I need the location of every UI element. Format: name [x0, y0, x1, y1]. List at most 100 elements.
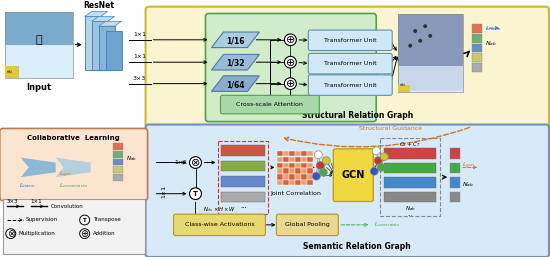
Bar: [301, 151, 307, 156]
Polygon shape: [212, 76, 260, 91]
Text: Transformer Unit: Transformer Unit: [324, 61, 377, 66]
Text: $N_{ab}$: $N_{ab}$: [405, 204, 416, 213]
Bar: [289, 151, 295, 156]
Bar: [472, 53, 482, 62]
Bar: [450, 162, 460, 173]
Bar: [5, 12, 73, 45]
Bar: [222, 161, 266, 171]
Bar: [295, 168, 301, 174]
Bar: [450, 177, 460, 188]
Bar: [384, 177, 436, 188]
Text: Convolution: Convolution: [51, 204, 84, 209]
Circle shape: [374, 157, 382, 164]
Bar: [277, 151, 283, 156]
Text: 1/16: 1/16: [226, 36, 245, 45]
Circle shape: [380, 153, 388, 161]
FancyBboxPatch shape: [146, 7, 549, 127]
Text: $L_{constraints}$: $L_{constraints}$: [59, 181, 89, 190]
FancyBboxPatch shape: [206, 14, 376, 122]
Text: 🏂: 🏂: [35, 35, 42, 45]
Bar: [277, 174, 283, 180]
Bar: [5, 45, 73, 78]
Circle shape: [190, 188, 201, 199]
Bar: [398, 14, 463, 93]
Circle shape: [6, 229, 16, 238]
Text: $L_{gcn}$: $L_{gcn}$: [462, 160, 475, 171]
Bar: [307, 151, 313, 156]
Bar: [398, 85, 410, 93]
Text: 1/32: 1/32: [226, 59, 245, 68]
Text: siki: siki: [7, 70, 13, 74]
Text: $N_{ab}$: $N_{ab}$: [485, 39, 497, 48]
FancyBboxPatch shape: [221, 95, 320, 114]
Bar: [307, 162, 313, 168]
Bar: [301, 180, 307, 185]
Bar: [472, 44, 482, 52]
Text: Cross-scale Attention: Cross-scale Attention: [236, 102, 304, 107]
Text: Semantic Relation Graph: Semantic Relation Graph: [304, 242, 411, 251]
Text: $N_{cls} \times H \times W$: $N_{cls} \times H \times W$: [203, 205, 236, 214]
Bar: [113, 151, 123, 158]
Text: ⊗: ⊗: [191, 158, 200, 168]
Bar: [222, 145, 266, 156]
Text: ...: ...: [408, 212, 413, 217]
Bar: [283, 157, 289, 162]
Circle shape: [372, 147, 380, 155]
Circle shape: [418, 39, 422, 43]
FancyBboxPatch shape: [309, 75, 392, 95]
Bar: [307, 174, 313, 180]
Text: Supervision: Supervision: [26, 217, 58, 223]
Text: T: T: [83, 218, 86, 223]
Text: T: T: [193, 191, 198, 197]
FancyBboxPatch shape: [0, 128, 147, 200]
Polygon shape: [85, 12, 108, 16]
Bar: [289, 174, 295, 180]
Bar: [113, 159, 123, 166]
Bar: [398, 14, 463, 66]
Bar: [472, 34, 482, 43]
Bar: [3, 199, 145, 254]
Text: Collaborative  Learning: Collaborative Learning: [28, 135, 120, 141]
Circle shape: [423, 24, 427, 28]
Bar: [450, 192, 460, 203]
Text: $L_{trans}$: $L_{trans}$: [19, 181, 35, 190]
Text: 1×1: 1×1: [133, 54, 146, 59]
Text: $N_{ab}$: $N_{ab}$: [125, 154, 136, 163]
Bar: [295, 180, 301, 185]
Bar: [472, 24, 482, 33]
Bar: [307, 180, 313, 185]
Bar: [5, 12, 73, 78]
Text: 1×1: 1×1: [174, 160, 187, 165]
Text: 1/64: 1/64: [226, 80, 245, 89]
Circle shape: [80, 229, 90, 238]
Bar: [277, 180, 283, 185]
Bar: [283, 162, 289, 168]
Bar: [398, 66, 463, 91]
Text: ⊗: ⊗: [7, 229, 15, 239]
Bar: [384, 162, 436, 173]
Circle shape: [312, 172, 320, 180]
Text: Input: Input: [26, 83, 51, 92]
FancyBboxPatch shape: [333, 149, 373, 201]
Circle shape: [408, 44, 412, 48]
Bar: [289, 157, 295, 162]
Bar: [295, 151, 301, 156]
Polygon shape: [212, 54, 260, 70]
Bar: [295, 157, 301, 162]
Bar: [283, 174, 289, 180]
Circle shape: [320, 168, 327, 176]
Bar: [450, 148, 460, 159]
Circle shape: [80, 215, 90, 225]
Polygon shape: [98, 21, 122, 26]
Text: Joint Correlation: Joint Correlation: [270, 191, 321, 196]
Text: ⊕: ⊕: [81, 229, 89, 239]
Bar: [92, 21, 108, 70]
Bar: [472, 63, 482, 72]
Circle shape: [316, 162, 324, 169]
Text: $L_{trans}$: $L_{trans}$: [485, 24, 502, 33]
Bar: [106, 31, 122, 70]
Bar: [295, 174, 301, 180]
Circle shape: [190, 157, 201, 168]
Bar: [98, 26, 114, 70]
Bar: [289, 162, 295, 168]
